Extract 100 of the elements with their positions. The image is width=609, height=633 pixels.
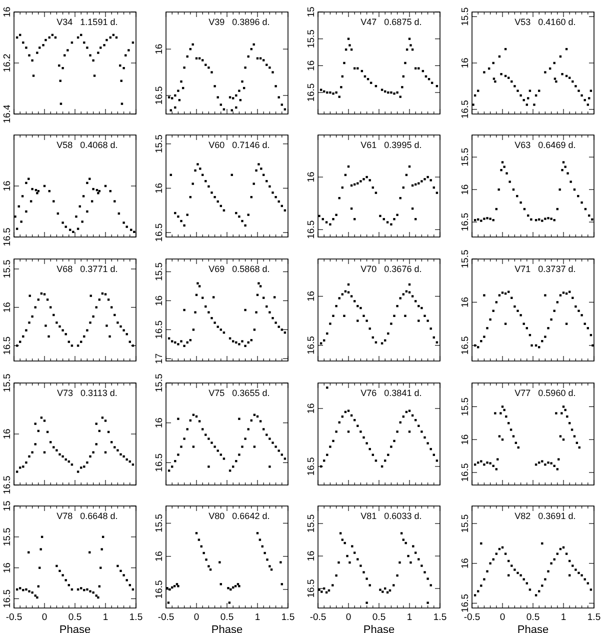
y-tick-label: 16.5 xyxy=(306,579,317,598)
x-tick-label: 0 xyxy=(42,612,48,623)
x-axis-title: Phase xyxy=(211,624,243,633)
y-tick-label: 15 xyxy=(2,500,13,512)
text: V81 0.6033 d. xyxy=(360,511,422,521)
y-tick-label: 15.5 xyxy=(460,7,471,26)
y-tick-label: 16.5 xyxy=(2,228,13,246)
y-tick-label: 15.5 xyxy=(2,528,13,546)
y-tick-label: 16 xyxy=(460,58,471,68)
y-tick-label: 15.5 xyxy=(460,514,471,533)
x-tick-label: 1 xyxy=(560,612,566,623)
text: V70 0.3676 d. xyxy=(360,264,422,274)
y-tick-label: 16.5 xyxy=(306,83,317,102)
y-tick-label: 16.4 xyxy=(2,104,13,124)
y-tick-label: 16.5 xyxy=(460,336,471,355)
y-tick-label: 16 xyxy=(306,550,317,562)
y-tick-label: 16 xyxy=(154,551,165,562)
x-tick-label: 0 xyxy=(500,612,506,623)
text: V71 0.3737 d. xyxy=(514,264,576,274)
y-tick-label: 16 xyxy=(2,562,13,574)
y-tick-label: 16 xyxy=(154,295,165,306)
x-tick-label: 0 xyxy=(346,612,352,623)
y-tick-label: 16.5 xyxy=(2,476,13,494)
y-tick-label: 16 xyxy=(306,60,317,71)
x-tick-label: -0.5 xyxy=(310,612,326,623)
y-tick-label: 15.5 xyxy=(460,148,471,166)
x-tick-label: 0.5 xyxy=(220,612,234,623)
x-axis-title: Phase xyxy=(517,624,549,633)
y-tick-label: 16.5 xyxy=(460,594,471,612)
text: V60 0.7146 d. xyxy=(208,140,270,150)
text: V53 0.4160 d. xyxy=(514,17,576,27)
text: V73 0.3113 d. xyxy=(57,388,118,398)
text: V58 0.4068 d. xyxy=(56,140,118,150)
x-tick-label: 1.5 xyxy=(433,612,447,623)
y-tick-label: 16.5 xyxy=(306,457,317,476)
y-tick-label: 15.5 xyxy=(460,397,471,416)
y-tick-label: 15.5 xyxy=(460,250,471,268)
y-tick-label: 15.5 xyxy=(2,260,13,278)
y-tick-label: 16 xyxy=(154,44,165,54)
y-tick-label: 16.5 xyxy=(154,320,165,339)
y-tick-label: 16 xyxy=(154,182,165,194)
y-tick-label: 16.5 xyxy=(460,100,471,119)
x-tick-label: 0.5 xyxy=(68,612,82,623)
y-tick-label: 16.5 xyxy=(154,453,165,472)
x-tick-label: 1 xyxy=(102,612,108,623)
text: V61 0.3995 d. xyxy=(360,140,422,150)
y-tick-label: 16.5 xyxy=(460,212,471,232)
text: V82 0.3691 d. xyxy=(514,511,576,521)
y-tick-label: 16.5 xyxy=(460,463,471,482)
y-tick-label: 16 xyxy=(154,418,165,428)
y-tick-label: 16.5 xyxy=(2,589,13,608)
y-tick-label: 16 xyxy=(460,184,471,195)
x-tick-label: 1 xyxy=(406,612,412,623)
text: V77 0.5960 d. xyxy=(514,388,576,398)
x-tick-label: 0 xyxy=(194,612,200,623)
y-tick-label: 16 xyxy=(2,428,13,440)
y-tick-label: 16 xyxy=(460,558,471,569)
x-tick-label: -0.5 xyxy=(464,612,480,623)
y-tick-label: 16.2 xyxy=(2,54,13,72)
text: V68 0.3771 d. xyxy=(56,264,118,274)
y-tick-label: 16 xyxy=(460,296,471,308)
y-tick-label: 15.5 xyxy=(154,262,165,281)
text: V78 0.6648 d. xyxy=(56,511,118,521)
y-tick-label: 16.5 xyxy=(306,220,317,239)
x-tick-label: -0.5 xyxy=(6,612,22,623)
x-tick-label: 1.5 xyxy=(281,612,295,623)
text: V75 0.3655 d. xyxy=(208,388,270,398)
y-tick-label: 15.5 xyxy=(306,30,317,48)
text: V69 0.5868 d. xyxy=(208,264,270,274)
text: V47 0.6875 d. xyxy=(360,17,422,27)
y-tick-label: 16 xyxy=(2,302,13,313)
y-tick-label: 16 xyxy=(306,172,317,182)
y-tick-label: 16.5 xyxy=(154,223,165,242)
text: V34 1.1591 d. xyxy=(56,17,118,27)
text: V63 0.6469 d. xyxy=(514,140,576,150)
text: V80 0.6642 d. xyxy=(208,511,270,521)
text: V39 0.3896 d. xyxy=(208,17,270,27)
y-tick-label: 16 xyxy=(460,434,471,445)
y-tick-label: 15.5 xyxy=(154,134,165,154)
y-tick-label: 17 xyxy=(154,353,165,364)
y-tick-label: 15.5 xyxy=(154,374,165,392)
x-axis-title: Phase xyxy=(59,624,91,633)
y-tick-label: 15.5 xyxy=(306,514,317,533)
y-tick-label: 15 xyxy=(306,6,317,18)
y-tick-label: 16.5 xyxy=(154,86,165,105)
x-tick-label: 1.5 xyxy=(587,612,601,623)
x-axis-title: Phase xyxy=(363,624,395,633)
y-tick-label: 15.5 xyxy=(2,374,13,392)
x-tick-label: 0.5 xyxy=(526,612,540,623)
y-tick-label: 16.5 xyxy=(306,336,317,355)
y-tick-label: 16.5 xyxy=(154,580,165,599)
y-tick-label: 16 xyxy=(306,403,317,414)
text: V76 0.3841 d. xyxy=(360,388,422,398)
x-tick-label: -0.5 xyxy=(158,612,174,623)
y-tick-label: 16 xyxy=(306,290,317,302)
x-tick-label: 1 xyxy=(254,612,260,623)
y-tick-label: 16 xyxy=(2,6,13,18)
y-tick-label: 16 xyxy=(2,180,13,192)
y-tick-label: 15.5 xyxy=(154,514,165,532)
x-tick-label: 1.5 xyxy=(129,612,143,623)
